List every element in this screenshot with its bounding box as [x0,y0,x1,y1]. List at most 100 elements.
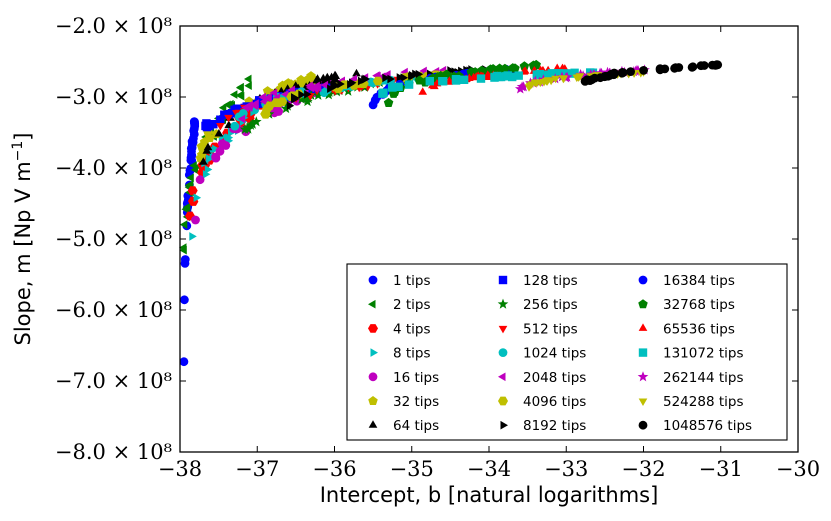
legend-entry: 16384 tips [638,273,735,289]
data-point [230,121,240,131]
legend-label: 2048 tips [523,370,586,386]
y-tick-label: −6.0 × 10⁸ [55,298,172,322]
legend-label: 32768 tips [663,297,735,313]
legend-label: 256 tips [523,297,578,313]
y-tick-label: −8.0 × 10⁸ [55,440,172,464]
data-point [418,87,428,95]
x-tick-label: −38 [158,457,202,481]
legend-marker [638,323,648,331]
x-axis-label: Intercept, b [natural logarithms] [320,483,659,507]
data-point [320,80,329,90]
data-point [216,123,225,131]
legend-marker [498,372,506,382]
data-point [214,129,224,137]
data-point [639,66,648,75]
data-point [415,69,424,79]
x-tick-label: −33 [544,457,588,481]
data-point [236,83,244,93]
legend-label: 524288 tips [663,394,743,410]
data-point [193,193,202,203]
data-point [180,255,190,264]
data-point [600,72,609,82]
data-point [241,103,249,112]
data-point [383,97,394,107]
data-point [187,137,197,146]
data-point [396,73,405,82]
legend-label: 1048576 tips [663,418,752,434]
y-axis-label-main: Slope, m [Np V m [11,161,35,345]
x-tick-label: −35 [390,457,434,481]
y-tick-label: −7.0 × 10⁸ [55,369,172,393]
y-axis-label-close: ] [11,133,35,141]
data-point [310,83,319,92]
x-tick-label: −32 [621,457,665,481]
data-point [544,70,553,79]
legend-label: 4 tips [393,321,431,337]
legend-marker [638,398,648,406]
data-point [510,63,520,73]
data-point [206,154,214,164]
data-point [244,81,252,91]
legend-label: 32 tips [393,394,439,410]
data-point [271,98,282,108]
legend-marker [637,371,649,382]
x-tick-label: −34 [467,457,511,481]
legend-marker [638,275,648,285]
data-point [270,108,279,118]
data-point [190,165,199,175]
data-point [263,93,271,103]
legend-marker [638,348,648,357]
data-point [258,92,266,102]
legend-marker [368,372,378,382]
legend-marker [368,275,378,285]
data-point [519,61,530,71]
data-point [524,84,534,92]
data-point [352,68,361,77]
data-point [451,75,461,84]
data-point [291,93,299,102]
legend-entry: 512 tips [498,321,578,337]
legend-marker [498,348,508,357]
data-point [618,68,628,77]
data-point [216,115,225,124]
data-point [220,110,229,119]
data-point [198,157,208,165]
legend-marker [370,348,378,357]
legend-box [346,263,788,441]
legend-marker [497,298,509,309]
y-tick-label: −3.0 × 10⁸ [55,85,172,109]
legend-marker [498,325,508,334]
data-point [204,165,213,174]
axis-ticks: −38 −37 −36 −35 −34 −33 −32 −31 −30 −2.0 × 10⁸ −3.… [55,14,820,481]
data-point [674,63,684,72]
data-point [404,80,414,89]
data-point [203,142,213,151]
series-1-tips [179,117,200,367]
data-point [696,61,706,71]
legend-label: 512 tips [523,321,578,337]
legend-label: 65536 tips [663,321,735,337]
data-point [568,69,577,78]
x-tick-label: −30 [776,457,820,481]
data-point [196,141,207,151]
legend-label: 2 tips [393,297,431,313]
data-point [408,72,416,82]
data-point [501,72,511,81]
data-point [382,73,390,83]
legend-entry: 2 tips [368,297,431,313]
data-point [372,76,383,86]
data-point [535,69,545,79]
data-point [607,69,616,79]
legend-entry: 1048576 tips [638,418,752,434]
data-point [580,77,590,86]
data-point [394,82,403,91]
data-point [286,101,295,111]
data-point [191,215,200,225]
legend-label: 16 tips [393,370,439,386]
data-point [255,96,264,105]
data-point [514,71,523,80]
x-tick-label: −36 [312,457,356,481]
data-point [190,121,200,131]
data-point [327,84,335,94]
